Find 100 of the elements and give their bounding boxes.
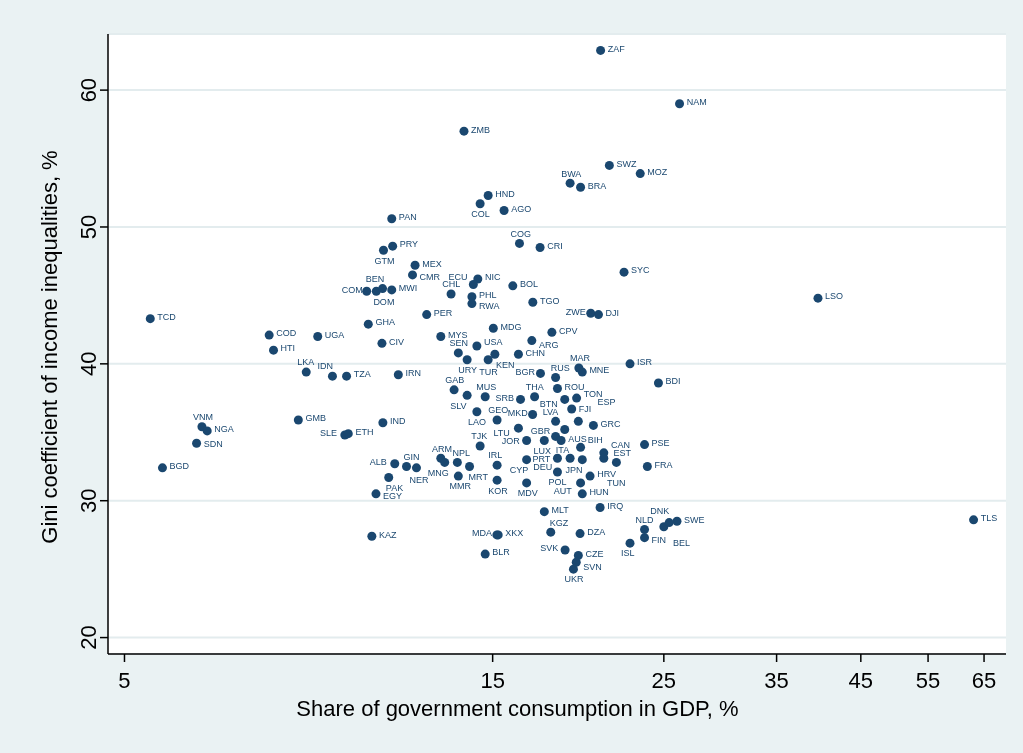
- data-label: KOR: [488, 485, 509, 496]
- x-tick-label: 15: [480, 667, 505, 693]
- data-label: PRT: [532, 453, 551, 464]
- data-label: ALB: [369, 457, 387, 468]
- y-tick-label: 20: [76, 625, 101, 650]
- data-label: SVN: [583, 561, 602, 572]
- data-label: ROU: [564, 381, 585, 392]
- data-label: RUS: [550, 362, 570, 373]
- data-label: LVA: [542, 406, 559, 417]
- data-label: TCD: [157, 312, 177, 323]
- data-label: BIH: [587, 434, 603, 445]
- data-label: GTM: [374, 255, 395, 266]
- data-label: KGZ: [549, 517, 569, 528]
- data-label: XKX: [505, 528, 524, 539]
- data-label: IRN: [405, 368, 421, 379]
- data-label: ZMB: [471, 124, 491, 135]
- y-tick-label: 30: [76, 488, 101, 513]
- data-label: AUT: [553, 486, 573, 497]
- data-label: TGO: [539, 295, 560, 306]
- data-label: TUR: [479, 367, 499, 378]
- data-label: LUX: [533, 445, 551, 456]
- data-label: AGO: [511, 203, 532, 214]
- data-label: DZA: [587, 526, 606, 537]
- data-label: MRT: [468, 471, 489, 482]
- data-label: LSO: [825, 291, 844, 302]
- data-label: BGD: [169, 461, 190, 472]
- data-label: SYC: [631, 265, 651, 276]
- data-label: SLE: [319, 428, 337, 439]
- data-label: HND: [495, 188, 516, 199]
- x-tick-label: 65: [971, 667, 997, 693]
- data-label: ARG: [538, 339, 559, 350]
- data-label: ARM: [431, 443, 452, 454]
- data-label: MUS: [476, 382, 497, 393]
- data-label: NIC: [484, 272, 501, 283]
- data-label: GAB: [445, 375, 465, 386]
- data-label: HUN: [589, 487, 609, 498]
- data-label: EGY: [383, 491, 403, 502]
- data-label: SLV: [450, 400, 467, 411]
- data-label: COG: [510, 228, 532, 239]
- data-label: MMR: [449, 481, 472, 492]
- data-label: MNE: [589, 365, 610, 376]
- data-label: KEN: [495, 359, 515, 370]
- data-label: AUS: [568, 433, 587, 444]
- data-label: ISR: [637, 357, 653, 368]
- data-label: TLS: [980, 513, 998, 524]
- data-label: JPN: [565, 464, 583, 475]
- data-label: COL: [471, 209, 490, 220]
- data-label: CZE: [585, 548, 604, 559]
- data-label: CRI: [547, 240, 563, 251]
- data-label: PAN: [398, 212, 417, 223]
- data-label: PER: [433, 307, 453, 318]
- data-label: MDA: [471, 528, 492, 539]
- data-label: COM: [341, 284, 363, 295]
- x-tick-label: 25: [651, 667, 677, 693]
- data-label: MLT: [551, 504, 570, 515]
- data-label: BDI: [665, 376, 681, 387]
- data-label: NAM: [686, 97, 707, 108]
- data-label: ETH: [355, 426, 374, 437]
- data-label: RWA: [479, 300, 500, 311]
- data-label: ZWE: [565, 306, 586, 317]
- data-label: LKA: [297, 357, 315, 368]
- data-label: IRQ: [607, 500, 624, 511]
- data-label: URY: [458, 365, 478, 376]
- data-label: POL: [548, 477, 567, 488]
- y-axis-title: Gini coefficient of income inequalities, %: [37, 150, 62, 544]
- data-label: UGA: [324, 329, 345, 340]
- data-label: MKD: [507, 407, 529, 418]
- y-tick-label: 50: [76, 214, 101, 240]
- data-label: MNG: [427, 467, 449, 478]
- data-label: BEL: [672, 538, 690, 549]
- data-label: COD: [276, 328, 297, 339]
- data-label: TZA: [353, 369, 371, 380]
- data-label: TJK: [471, 431, 488, 442]
- data-label: BEN: [365, 273, 385, 284]
- data-label: CHL: [442, 279, 461, 290]
- data-label: BLR: [492, 547, 511, 558]
- data-label: ZAF: [607, 43, 626, 54]
- y-tick-label: 60: [76, 77, 101, 103]
- data-label: LTU: [493, 427, 510, 438]
- data-label: NGA: [214, 424, 234, 435]
- data-label: DNK: [650, 505, 670, 516]
- data-label: SDN: [203, 438, 223, 449]
- data-label: BTN: [539, 398, 558, 409]
- data-label: SEN: [449, 338, 468, 349]
- data-label: MAR: [569, 353, 591, 364]
- data-label: THA: [525, 382, 544, 393]
- data-label: BOL: [519, 279, 538, 290]
- data-label: USA: [483, 337, 503, 348]
- data-label: KAZ: [378, 529, 397, 540]
- data-label: SWZ: [616, 158, 637, 169]
- data-label: GRC: [600, 418, 621, 429]
- x-tick-label: 55: [915, 667, 941, 693]
- data-label: ISL: [621, 548, 635, 559]
- data-label: NER: [409, 475, 430, 486]
- data-label: MEX: [422, 258, 442, 269]
- data-label: IND: [389, 416, 406, 427]
- data-label: BWA: [561, 168, 582, 179]
- x-tick-label: 5: [118, 667, 131, 693]
- data-label: CPV: [558, 325, 578, 336]
- data-label: DOM: [373, 296, 395, 307]
